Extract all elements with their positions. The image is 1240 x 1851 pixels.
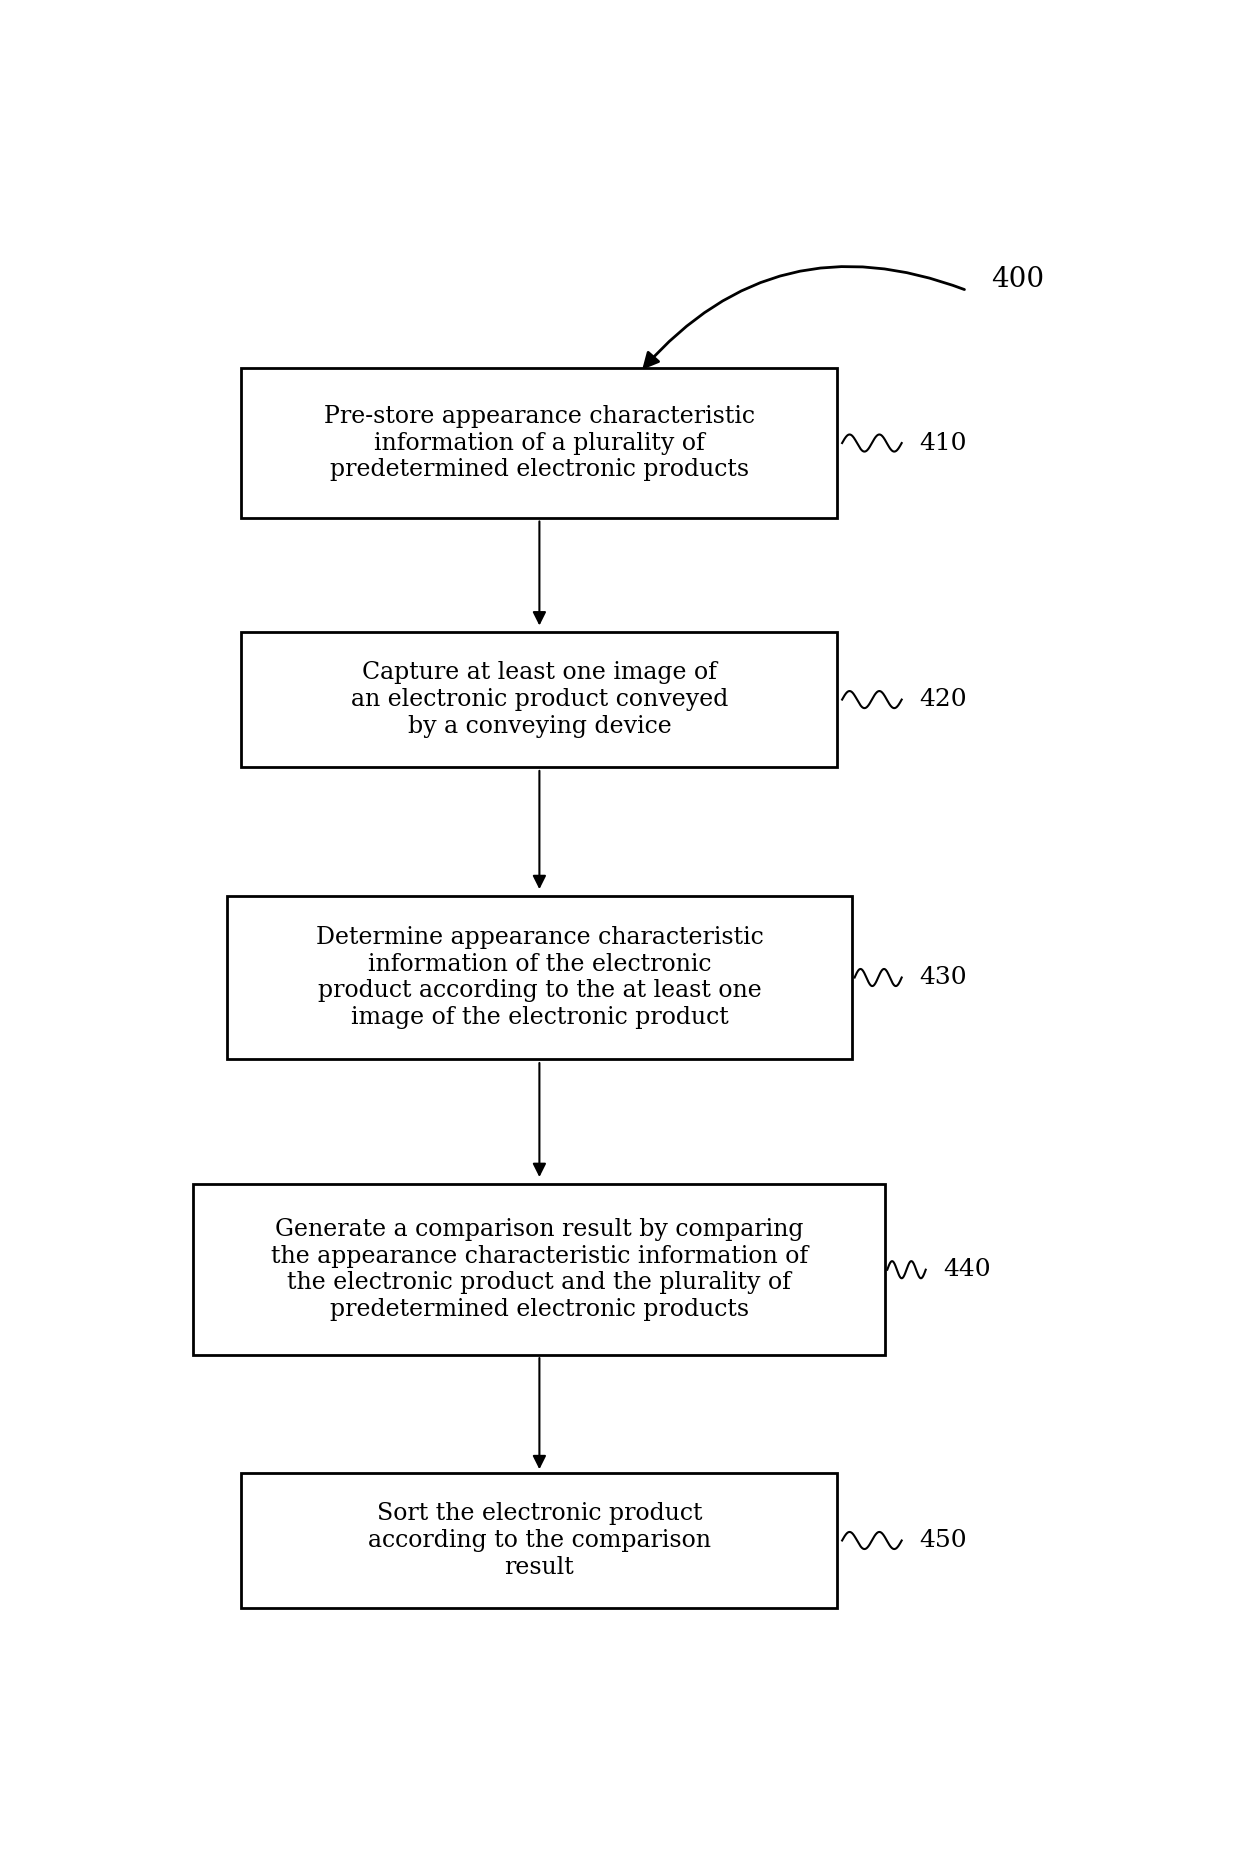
Text: 450: 450: [919, 1529, 967, 1551]
Text: 410: 410: [919, 431, 966, 455]
Text: 420: 420: [919, 689, 967, 711]
FancyBboxPatch shape: [227, 896, 852, 1059]
Text: Pre-store appearance characteristic
information of a plurality of
predetermined : Pre-store appearance characteristic info…: [324, 405, 755, 481]
Text: 440: 440: [942, 1259, 991, 1281]
Text: Generate a comparison result by comparing
the appearance characteristic informat: Generate a comparison result by comparin…: [270, 1218, 808, 1322]
FancyBboxPatch shape: [242, 631, 837, 768]
Text: Sort the electronic product
according to the comparison
result: Sort the electronic product according to…: [368, 1503, 711, 1579]
Text: Determine appearance characteristic
information of the electronic
product accord: Determine appearance characteristic info…: [315, 926, 764, 1029]
Text: 400: 400: [991, 267, 1044, 292]
Text: Capture at least one image of
an electronic product conveyed
by a conveying devi: Capture at least one image of an electro…: [351, 661, 728, 739]
FancyBboxPatch shape: [242, 368, 837, 518]
Text: 430: 430: [919, 966, 967, 988]
FancyBboxPatch shape: [193, 1185, 885, 1355]
FancyBboxPatch shape: [242, 1473, 837, 1609]
